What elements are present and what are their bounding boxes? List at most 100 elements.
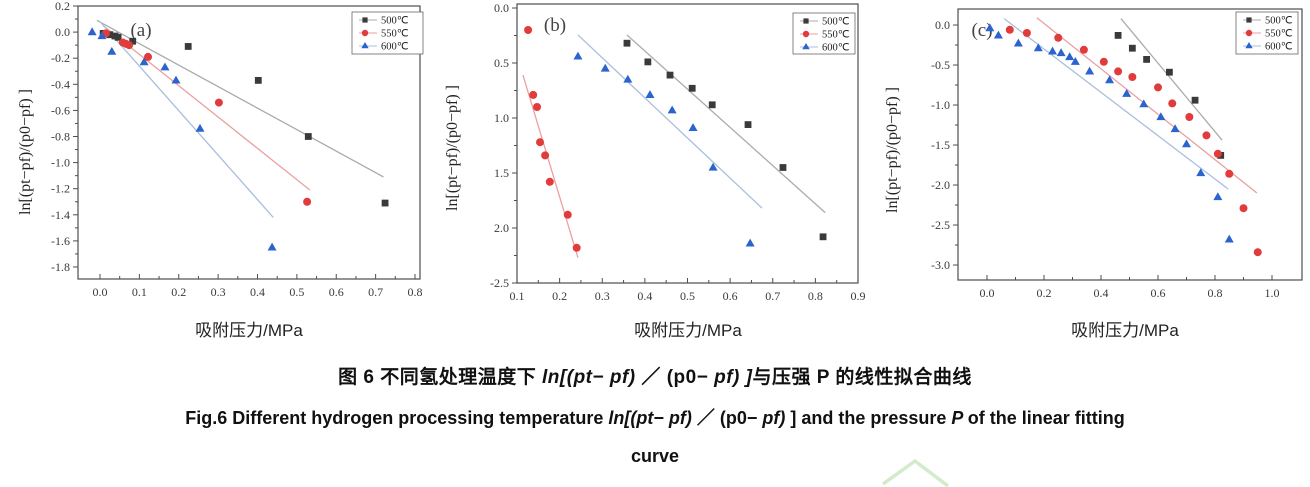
- caption-segment: ／ (: [641, 367, 674, 388]
- legend: 500℃ 550℃ 600℃: [792, 12, 856, 55]
- x-tick-label: 0.4: [250, 285, 265, 299]
- y-axis-label: ln[(pt−pf)/(p0−pf) ]: [444, 85, 461, 211]
- y-tick-label: 0.5: [494, 56, 509, 70]
- caption-line-curve: curve: [630, 446, 680, 466]
- series-500℃: [1114, 32, 1225, 159]
- x-tick-label: 0.9: [851, 289, 866, 303]
- y-tick-label: -2.5: [490, 276, 509, 290]
- x-tick-label: 0.6: [329, 285, 344, 299]
- watermark-chevron-icon: [881, 458, 950, 487]
- x-tick-label: 0.8: [1208, 286, 1223, 300]
- legend-label: 550℃: [381, 29, 409, 40]
- x-tick-label: 0.1: [510, 289, 525, 303]
- legend-label: 550℃: [822, 30, 850, 41]
- caption-segment: ] and the pressure: [785, 408, 952, 428]
- fit-line-600℃: [577, 34, 763, 209]
- x-tick-label: 0.5: [289, 285, 304, 299]
- y-tick-label: -1.5: [931, 138, 950, 152]
- series-500℃: [623, 39, 827, 241]
- legend: 500℃ 550℃ 600℃: [1235, 11, 1299, 55]
- series-600℃: [87, 27, 277, 251]
- y-tick-label: 2.0: [494, 221, 509, 235]
- x-axis-label: 吸附压力/MPa: [195, 321, 303, 340]
- fit-line-500℃: [96, 19, 384, 178]
- y-tick-label: -2.5: [931, 218, 950, 232]
- chart-panel-b: 0.1 0.2 0.3 0.4 0.5 0.6 0.7 0.8 0.9 0.0 0.5 1.0 1.5 2…: [444, 1, 866, 340]
- x-tick-label: 0.0: [980, 286, 995, 300]
- caption-segment: Fig.6 Different hydrogen processing temp…: [185, 408, 609, 428]
- legend-label: 500℃: [1265, 16, 1293, 27]
- caption-segment: ln[(pt− pf): [542, 367, 642, 388]
- panel-label: (b): [544, 15, 566, 36]
- caption-segment: pf) ]: [714, 367, 753, 388]
- chart-panel-c: 0.0 0.2 0.4 0.6 0.8 1.0 0.0 -0.5 -1.0 -1.5 -2.0 -2.…: [884, 8, 1303, 340]
- x-tick-label: 0.2: [1037, 286, 1052, 300]
- y-tick-label: -0.2: [51, 51, 70, 65]
- panel-label: (c): [971, 20, 992, 41]
- caption-segment: P: [951, 408, 968, 428]
- series-600℃: [573, 51, 755, 247]
- fit-line-600℃: [1003, 18, 1229, 190]
- y-tick-label: -1.0: [931, 98, 950, 112]
- x-axis-label: 吸附压力/MPa: [1071, 321, 1179, 340]
- x-tick-label: 0.2: [552, 289, 567, 303]
- y-tick-label: -0.8: [51, 130, 70, 144]
- x-tick-label: 0.7: [368, 285, 383, 299]
- y-tick-label: 0.2: [55, 0, 70, 13]
- y-tick-label: -3.0: [931, 258, 950, 272]
- legend: 500℃ 550℃ 600℃: [351, 11, 424, 55]
- x-tick-label: 0.8: [808, 289, 823, 303]
- caption-line-zh: 图 6 不同氢处理温度下 ln[(pt− pf) ／ (p0− pf) ]与压强…: [0, 362, 1310, 389]
- fit-line-500℃: [1120, 18, 1223, 141]
- panel-label: (a): [130, 20, 151, 41]
- x-tick-label: 0.1: [132, 285, 147, 299]
- caption-segment: p0−: [673, 367, 715, 388]
- x-axis-label: 吸附压力/MPa: [634, 321, 742, 340]
- fit-line-550℃: [522, 74, 579, 258]
- legend-label: 500℃: [822, 17, 850, 28]
- series-600℃: [985, 23, 1234, 243]
- y-axis-label: ln[(pt−pf)/(p0−pf) ]: [884, 87, 901, 213]
- x-tick-label: 0.7: [765, 289, 780, 303]
- legend-label: 600℃: [381, 42, 409, 53]
- y-tick-label: -1.8: [51, 260, 70, 274]
- linear-fit-charts: 0.0 0.1 0.2 0.3 0.4 0.5 0.6 0.7 0.8 0.2 0.0 -0.2 -0.…: [17, 0, 1303, 340]
- caption-line-en: Fig.6 Different hydrogen processing temp…: [0, 404, 1310, 430]
- y-tick-label: -1.2: [51, 182, 70, 196]
- x-tick-label: 1.0: [1265, 286, 1280, 300]
- x-tick-label: 0.5: [680, 289, 695, 303]
- caption-segment: of the linear fitting: [967, 408, 1125, 428]
- caption-segment: ln[(pt− pf): [608, 408, 692, 428]
- caption-segment: ／ (p0−: [691, 408, 763, 428]
- y-tick-label: 1.5: [494, 166, 509, 180]
- fit-line-600℃: [99, 21, 274, 218]
- y-tick-label: -1.6: [51, 234, 70, 248]
- fit-line-500℃: [626, 34, 826, 214]
- x-tick-label: 0.8: [408, 285, 423, 299]
- x-tick-label: 0.0: [93, 285, 108, 299]
- series-550℃: [524, 26, 581, 252]
- y-axis-label: ln[(pt−pf)/(p0−pf) ]: [17, 89, 34, 215]
- fit-line-550℃: [102, 25, 311, 191]
- y-tick-label: 0.0: [935, 18, 950, 32]
- legend-label: 500℃: [381, 16, 409, 27]
- y-tick-label: -0.5: [931, 58, 950, 72]
- x-tick-label: 0.4: [637, 289, 652, 303]
- y-tick-label: 0.0: [55, 25, 70, 39]
- caption-segment: 图 6 不同氢处理温度下: [338, 367, 543, 388]
- legend-label: 600℃: [822, 43, 850, 54]
- y-tick-label: -2.0: [931, 178, 950, 192]
- y-tick-label: 0.0: [494, 1, 509, 15]
- y-tick-label: 1.0: [494, 111, 509, 125]
- chart-panel-a: 0.0 0.1 0.2 0.3 0.4 0.5 0.6 0.7 0.8 0.2 0.0 -0.2 -0.…: [17, 0, 424, 340]
- y-tick-label: -1.0: [51, 156, 70, 170]
- x-tick-label: 0.6: [1151, 286, 1166, 300]
- x-tick-label: 0.6: [723, 289, 738, 303]
- caption-segment: 与压强 P 的线性拟合曲线: [752, 367, 972, 388]
- y-tick-label: -1.4: [51, 208, 70, 222]
- x-tick-label: 0.2: [171, 285, 186, 299]
- y-tick-label: -0.6: [51, 103, 70, 117]
- series-500℃: [99, 30, 389, 207]
- x-tick-label: 0.4: [1094, 286, 1109, 300]
